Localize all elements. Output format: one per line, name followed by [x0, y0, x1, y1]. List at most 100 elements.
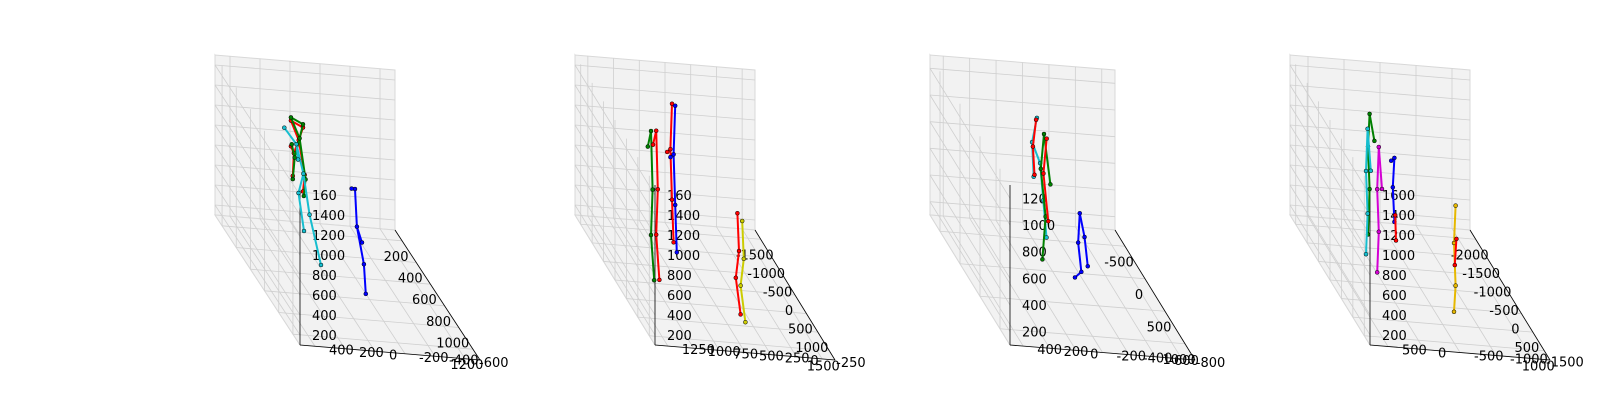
z-tick-label: 1400	[1382, 209, 1415, 224]
grid-x-floor	[264, 290, 445, 307]
skeleton-joint	[669, 101, 675, 106]
skeleton-joint	[664, 149, 670, 155]
skeleton-joint	[359, 240, 365, 245]
z-tick-label: 400	[667, 309, 692, 324]
skeleton-joint	[282, 125, 287, 130]
y-tick-label: -800	[1196, 356, 1226, 371]
skeleton-joint	[1392, 212, 1398, 218]
skeleton-series-7	[1452, 236, 1459, 268]
skeleton-joint	[289, 142, 294, 147]
skeleton-joint	[1453, 203, 1458, 208]
y-tick-label: 200	[1064, 345, 1089, 360]
y-tick-label: 1000	[708, 345, 741, 360]
skeleton-joint	[1452, 262, 1458, 268]
skeleton-joint	[668, 154, 673, 160]
skeleton-series-6	[1451, 203, 1458, 315]
grid-y-floor	[741, 228, 823, 360]
x-tick-label: 1200	[450, 358, 483, 373]
grid-x-floor	[278, 312, 459, 328]
skeleton-joint	[297, 136, 302, 141]
skeleton-bone	[1453, 285, 1457, 312]
skeleton-joint	[1038, 166, 1044, 172]
grid-z-left	[574, 204, 756, 221]
skeleton-bone	[739, 258, 745, 286]
grid-z-left	[214, 84, 396, 101]
skeleton-joint	[1388, 158, 1394, 163]
y-tick-label: -1000	[1510, 353, 1548, 368]
skeleton-joint	[294, 141, 299, 147]
z-tick-label: 600	[312, 289, 337, 304]
skeleton-joint	[1379, 186, 1385, 192]
skeleton-bone	[655, 130, 659, 190]
grid-y-floor	[1075, 226, 1156, 357]
skeleton-joint	[743, 319, 748, 325]
grid-x-floor	[222, 225, 403, 242]
skeleton-joint	[671, 240, 676, 245]
x-tick-label: 1500	[807, 360, 840, 375]
x-tick-label: 0	[1135, 288, 1143, 303]
z-tick-label: 400	[1382, 309, 1407, 324]
skeleton-bone	[1083, 236, 1089, 267]
skeleton-bone	[297, 173, 305, 194]
skeleton-series-6	[738, 218, 748, 325]
grid-y-floor	[1343, 219, 1425, 350]
z-tick-label: 600	[667, 289, 692, 304]
grid-y-floor	[1451, 228, 1533, 359]
grid-z-back	[574, 164, 656, 296]
x-tick-label: -1000	[1474, 285, 1512, 300]
grid-z-back	[574, 104, 656, 236]
grid-z-back	[214, 124, 301, 256]
grid-z-left	[574, 124, 756, 141]
grid-y-floor	[379, 228, 466, 359]
y-tick-label: 400	[1037, 343, 1062, 358]
grid-z-left	[929, 201, 1116, 218]
x-tick-label: 1000	[795, 341, 828, 356]
x-tick-label: -500	[763, 285, 793, 300]
grid-lines	[574, 56, 830, 360]
y-tick-label: 750	[733, 347, 758, 362]
grid-z-back	[1289, 64, 1371, 196]
skeleton-bone	[1039, 168, 1047, 217]
skeleton-joint	[674, 250, 680, 255]
x-tick-label: -500	[1104, 255, 1134, 270]
skeleton-joint	[1365, 126, 1370, 132]
grid-z-back	[929, 121, 1011, 252]
grid-z-left	[214, 104, 396, 121]
skeleton-joint	[1072, 275, 1078, 280]
skeleton-bone	[1039, 133, 1045, 169]
grid-y-floor	[319, 223, 406, 354]
skeleton-joint	[290, 176, 296, 182]
skeleton-joint	[741, 256, 747, 262]
grid-y-floor	[638, 220, 720, 351]
x-tick-label: -1500	[736, 248, 774, 263]
grid-z-left	[929, 121, 1116, 138]
y-axis-line	[654, 344, 836, 361]
skeleton-series-3	[645, 128, 657, 283]
grid-z-back	[929, 174, 1011, 306]
grid-z-left	[214, 124, 396, 141]
y-tick-label: 0	[1438, 347, 1446, 362]
skeleton-bone	[289, 120, 300, 141]
skeleton-bone	[739, 285, 747, 323]
y-tick-label: 500	[1402, 344, 1427, 359]
x-tick-label: 800	[426, 315, 451, 330]
grid-z-left	[929, 94, 1116, 111]
skeleton-joint	[288, 115, 294, 120]
grid-z-back	[574, 204, 656, 336]
skeleton-bone	[650, 189, 654, 236]
skeleton-joint	[739, 218, 745, 224]
skeleton-joint	[1367, 186, 1372, 192]
skeleton-bone	[1043, 133, 1052, 185]
skeleton-joint	[307, 212, 312, 217]
skeleton-joint	[1453, 283, 1458, 288]
x-tick-label: -500	[1489, 304, 1519, 319]
skeleton-series-5	[1072, 211, 1090, 280]
skeleton-bone	[1365, 213, 1369, 255]
grid-x-floor	[236, 247, 417, 263]
y-tick-label: -400	[449, 353, 479, 368]
z-tick-label: 400	[312, 309, 337, 324]
skeleton-joint	[1041, 171, 1046, 176]
grid-y-floor	[349, 226, 436, 357]
y-tick-label: 400	[329, 343, 354, 358]
skeleton-bone	[672, 154, 677, 205]
